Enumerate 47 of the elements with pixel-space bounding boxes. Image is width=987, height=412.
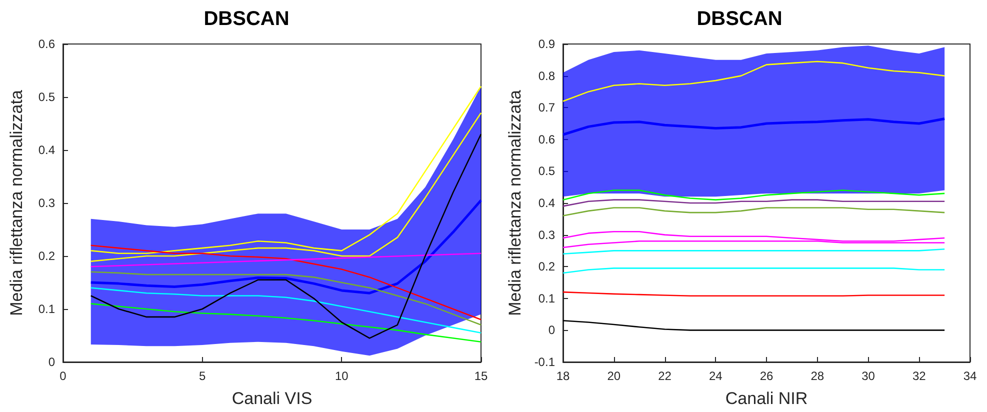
x-tick-label: 22 <box>658 369 672 383</box>
y-tick-label: 0.7 <box>538 100 556 115</box>
y-tick-label: 0.6 <box>38 37 56 51</box>
y-tick-label: 0.1 <box>38 302 56 316</box>
x-tick-label: 10 <box>334 369 349 383</box>
y-axis-title: Media riflettanza normalizzata <box>505 90 524 316</box>
y-tick-label: 0.8 <box>538 68 556 83</box>
y-tick-label: 0.9 <box>538 37 556 51</box>
x-tick-label: 18 <box>556 369 570 383</box>
y-tick-label: 0.4 <box>38 143 56 157</box>
x-tick-label: 28 <box>810 369 824 383</box>
chart-title: DBSCAN <box>696 8 782 30</box>
y-tick-label: 0.6 <box>538 132 556 146</box>
line-series <box>562 320 946 331</box>
y-tick-label: 0.3 <box>538 228 556 242</box>
line-series <box>562 199 946 207</box>
y-tick-label: 0 <box>548 323 556 338</box>
x-tick-label: 30 <box>862 369 876 383</box>
line-series <box>90 271 482 326</box>
y-tick-label: 0.2 <box>538 260 556 274</box>
line-series <box>90 303 482 343</box>
chart-title: DBSCAN <box>204 8 290 30</box>
y-tick-label: 0.3 <box>38 196 56 210</box>
line-series <box>90 244 482 320</box>
y-tick-label: 0.5 <box>538 164 556 178</box>
line-series <box>562 190 946 200</box>
x-tick-label: 15 <box>474 369 488 383</box>
x-axis-title: Canali NIR <box>725 389 808 408</box>
x-tick-label: 24 <box>708 369 723 383</box>
x-tick-label: 34 <box>963 369 977 383</box>
line-series <box>562 207 946 216</box>
x-tick-label: 32 <box>912 369 926 383</box>
y-tick-label: 0.5 <box>38 90 56 104</box>
y-tick-label: 0.4 <box>538 196 556 210</box>
x-tick-label: 5 <box>198 369 206 383</box>
x-tick-label: 0 <box>60 369 67 383</box>
y-tick-label: 0 <box>48 355 56 369</box>
y-tick-label: 0.1 <box>538 291 556 306</box>
y-tick-label: -0.1 <box>534 355 556 369</box>
x-tick-label: 26 <box>760 369 774 383</box>
x-axis-title: Canali VIS <box>232 389 312 408</box>
line-series <box>562 60 946 102</box>
y-axis-title: Media riflettanza normalizzata <box>7 90 26 316</box>
line-series <box>90 287 482 334</box>
y-tick-label: 0.2 <box>38 249 56 263</box>
x-tick-label: 20 <box>607 369 621 383</box>
line-series <box>90 133 482 339</box>
